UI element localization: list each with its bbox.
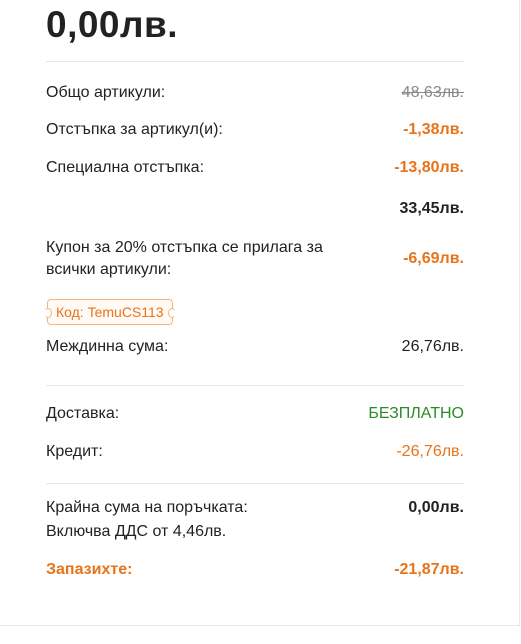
saved-value: -21,87лв. xyxy=(394,561,464,578)
shipping-label: Доставка: xyxy=(46,405,120,422)
special-discount-label: Специална отстъпка: xyxy=(46,159,205,176)
item-discount-label: Отстъпка за артикул(и): xyxy=(46,121,223,138)
subtotal-row: Междинна сума: 26,76лв. xyxy=(46,336,464,358)
shipping-row: Доставка: БЕЗПЛАТНО xyxy=(46,403,464,425)
coupon-row: Купон за 20% отстъпка се прилага за всич… xyxy=(46,236,464,282)
special-discount-row: Специална отстъпка: -13,80лв. xyxy=(46,157,464,179)
item-discount-value: -1,38лв. xyxy=(403,121,464,138)
final-total-row: Крайна сума на поръчката: 0,00лв. xyxy=(46,497,464,519)
vat-note: Включва ДДС от 4,46лв. xyxy=(46,523,227,540)
saved-label: Запазихте: xyxy=(46,561,133,578)
divider xyxy=(46,61,464,62)
item-discount-row: Отстъпка за артикул(и): -1,38лв. xyxy=(46,119,464,141)
vat-note-row: Включва ДДС от 4,46лв. xyxy=(46,521,464,543)
order-summary-card: 0,00лв. Общо артикули: 48,63лв. Отстъпка… xyxy=(0,0,520,626)
coupon-code-badge: Код: TemuCS113 xyxy=(44,299,176,325)
after-discounts-value: 33,45лв. xyxy=(399,200,464,217)
shipping-free-value: БЕЗПЛАТНО xyxy=(368,405,464,422)
special-discount-value: -13,80лв. xyxy=(394,159,464,176)
final-total-label: Крайна сума на поръчката: xyxy=(46,499,248,516)
final-total-value: 0,00лв. xyxy=(408,499,464,516)
items-total-label: Общо артикули: xyxy=(46,84,166,101)
saved-row: Запазихте: -21,87лв. xyxy=(46,559,464,581)
items-total-original-price: 48,63лв. xyxy=(401,84,464,101)
credit-row: Кредит: -26,76лв. xyxy=(46,441,464,463)
divider xyxy=(46,385,464,386)
after-discounts-row: 33,45лв. xyxy=(46,198,464,220)
items-total-row: Общо артикули: 48,63лв. xyxy=(46,82,464,104)
divider xyxy=(46,483,464,484)
subtotal-value: 26,76лв. xyxy=(401,338,464,355)
order-total-amount: 0,00лв. xyxy=(46,4,179,45)
coupon-discount-value: -6,69лв. xyxy=(403,250,464,267)
subtotal-label: Междинна сума: xyxy=(46,338,169,355)
credit-label: Кредит: xyxy=(46,443,103,460)
coupon-label: Купон за 20% отстъпка се прилага за всич… xyxy=(46,239,323,278)
credit-value: -26,76лв. xyxy=(396,443,464,460)
